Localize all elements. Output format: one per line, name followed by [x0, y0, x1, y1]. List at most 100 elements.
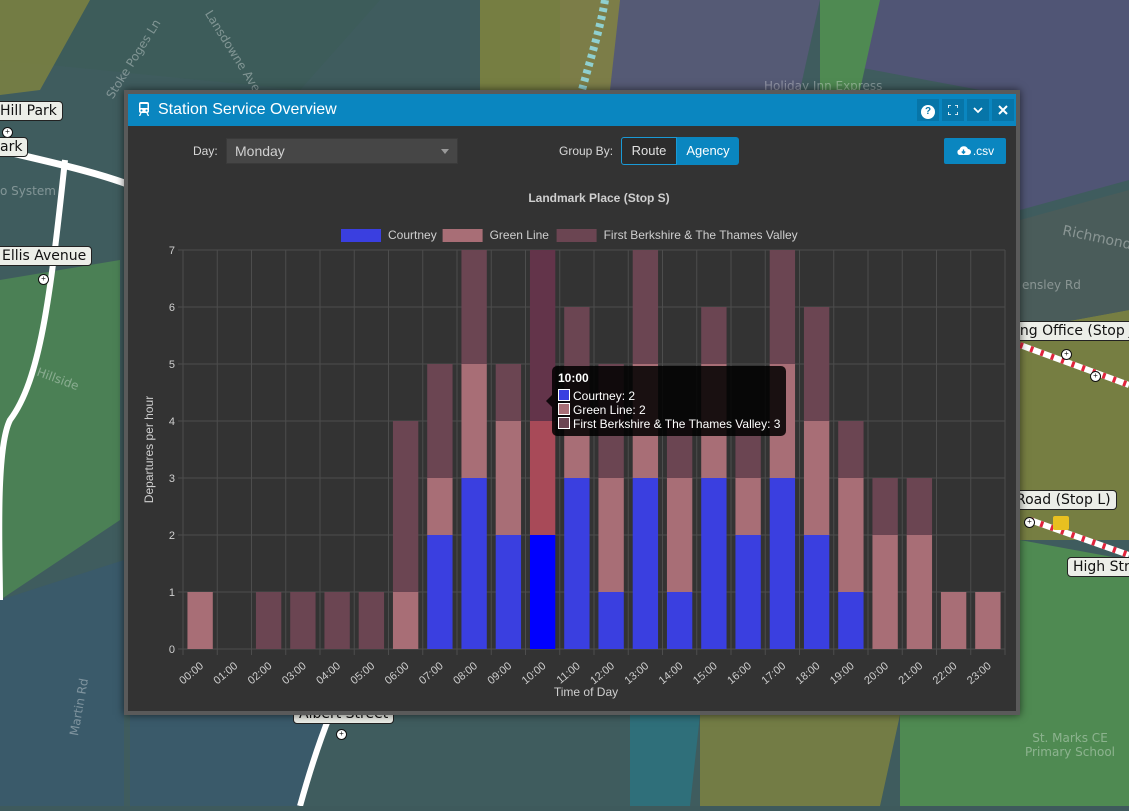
- x-tick-label: 05:00: [348, 660, 377, 687]
- x-tick-label: 12:00: [588, 660, 617, 687]
- bar-segment: [906, 478, 933, 535]
- bar-segment: [461, 364, 487, 478]
- tooltip-swatch: [558, 403, 570, 415]
- x-tick-label: 03:00: [280, 660, 309, 687]
- map-stop-label[interactable]: ark: [0, 137, 29, 157]
- map-poi-label: Holiday Inn Express: [764, 79, 883, 93]
- y-tick-label: 5: [169, 359, 175, 371]
- station-service-dialog: Station Service Overview ? Day: Monday G…: [124, 90, 1020, 715]
- dialog-title: Station Service Overview: [158, 101, 337, 118]
- maximize-button[interactable]: [942, 99, 964, 121]
- train-icon: [138, 102, 150, 116]
- x-tick-label: 18:00: [794, 660, 823, 687]
- tooltip-row-text: Courtney: 2: [573, 389, 636, 403]
- bar-segment: [290, 592, 316, 649]
- bar-segment: [940, 592, 967, 649]
- bar-segment: [872, 535, 898, 649]
- stop-marker-icon[interactable]: +: [336, 729, 347, 740]
- bar-segment: [461, 250, 487, 364]
- y-tick-label: 2: [169, 530, 175, 542]
- stop-marker-icon[interactable]: +: [1024, 517, 1035, 528]
- close-icon: [998, 105, 1008, 115]
- x-tick-label: 06:00: [383, 660, 412, 687]
- bar-segment: [769, 250, 796, 364]
- y-tick-label: 6: [169, 302, 175, 314]
- x-tick-label: 23:00: [965, 660, 994, 687]
- bar-segment: [427, 535, 453, 649]
- bar-segment: [838, 592, 864, 649]
- group-by-route-button[interactable]: Route: [621, 137, 677, 165]
- close-button[interactable]: [992, 99, 1014, 121]
- map-poi-label: St. Marks CE Primary School: [1024, 731, 1116, 759]
- stop-marker-icon[interactable]: +: [38, 274, 49, 285]
- tooltip-row-text: Green Line: 2: [573, 403, 646, 417]
- x-tick-label: 21:00: [896, 660, 925, 687]
- tooltip-row: First Berkshire & The Thames Valley: 3: [558, 417, 780, 431]
- bar-segment: [187, 592, 213, 649]
- x-tick-label: 11:00: [555, 660, 583, 686]
- map-stop-label[interactable]: Road (Stop L): [1010, 490, 1117, 510]
- y-tick-label: 0: [169, 644, 175, 656]
- tooltip-swatch: [558, 417, 570, 429]
- x-tick-label: 10:00: [520, 660, 549, 687]
- bar-segment: [872, 478, 898, 535]
- y-axis-label: Departures per hour: [142, 396, 156, 503]
- bar-segment: [427, 478, 453, 535]
- map-stop-label[interactable]: ing Office (Stop J: [1010, 321, 1129, 341]
- tooltip-row-text: First Berkshire & The Thames Valley: 3: [573, 417, 781, 431]
- y-tick-label: 1: [169, 587, 175, 599]
- bar-segment: [564, 478, 590, 649]
- day-label: Day:: [193, 144, 218, 158]
- map-stop-label[interactable]: Ellis Avenue: [0, 246, 93, 266]
- expand-icon: [947, 104, 959, 116]
- export-csv-button[interactable]: .csv: [944, 138, 1006, 164]
- x-tick-label: 15:00: [691, 660, 720, 687]
- bar-segment: [838, 478, 864, 592]
- chart-tooltip: 10:00 Courtney: 2 Green Line: 2 First Be…: [546, 366, 786, 436]
- legend-swatch: [341, 229, 381, 242]
- bar-segment: [392, 592, 419, 649]
- bar-segment: [838, 421, 864, 478]
- map-stop-label[interactable]: High Str: [1067, 557, 1129, 577]
- x-tick-label: 17:00: [759, 660, 788, 687]
- departures-chart: Landmark Place (Stop S) Courtney Green Lin…: [142, 191, 1006, 699]
- x-tick-label: 19:00: [828, 660, 857, 687]
- bar-segment: [529, 421, 556, 535]
- bar-segment: [427, 364, 453, 478]
- bar-segment: [632, 478, 659, 649]
- collapse-button[interactable]: [967, 99, 989, 121]
- x-tick-label: 16:00: [725, 660, 754, 687]
- group-by-label: Group By:: [559, 144, 614, 158]
- x-tick-label: 00:00: [177, 660, 206, 687]
- legend-swatch: [442, 229, 483, 242]
- x-axis-label: Time of Day: [554, 685, 618, 699]
- dialog-titlebar[interactable]: Station Service Overview ?: [128, 94, 1016, 126]
- group-by-agency-button[interactable]: Agency: [677, 137, 739, 165]
- x-tick-label: 14:00: [657, 660, 686, 687]
- help-button[interactable]: ?: [917, 99, 939, 121]
- x-tick-label: 07:00: [417, 660, 446, 687]
- legend-swatch: [556, 229, 597, 242]
- dialog-content: Day: Monday Group By: Route Agency .csv …: [128, 126, 1016, 711]
- tooltip-row: Green Line: 2: [558, 403, 646, 417]
- bar-segment: [666, 592, 693, 649]
- bar-segment: [529, 250, 556, 421]
- x-tick-label: 04:00: [314, 660, 343, 687]
- help-icon: ?: [921, 105, 935, 119]
- legend-label: Courtney: [388, 228, 437, 242]
- bar-segment: [358, 592, 385, 649]
- map-stop-label[interactable]: Hill Park: [0, 101, 63, 121]
- day-select[interactable]: Monday: [226, 138, 458, 164]
- bar-segment: [803, 535, 830, 649]
- cloud-download-icon: [957, 146, 971, 155]
- bar-segment: [701, 307, 727, 364]
- bar-segment: [906, 535, 933, 649]
- stop-marker-icon[interactable]: +: [1090, 371, 1101, 382]
- tooltip-row: Courtney: 2: [558, 389, 635, 403]
- x-tick-label: 02:00: [246, 660, 275, 687]
- bar-segment: [324, 592, 350, 649]
- bar-segment: [803, 421, 830, 535]
- tooltip-arrow: [546, 395, 552, 407]
- stop-marker-icon[interactable]: +: [1061, 349, 1072, 360]
- chevron-down-icon: [973, 107, 983, 114]
